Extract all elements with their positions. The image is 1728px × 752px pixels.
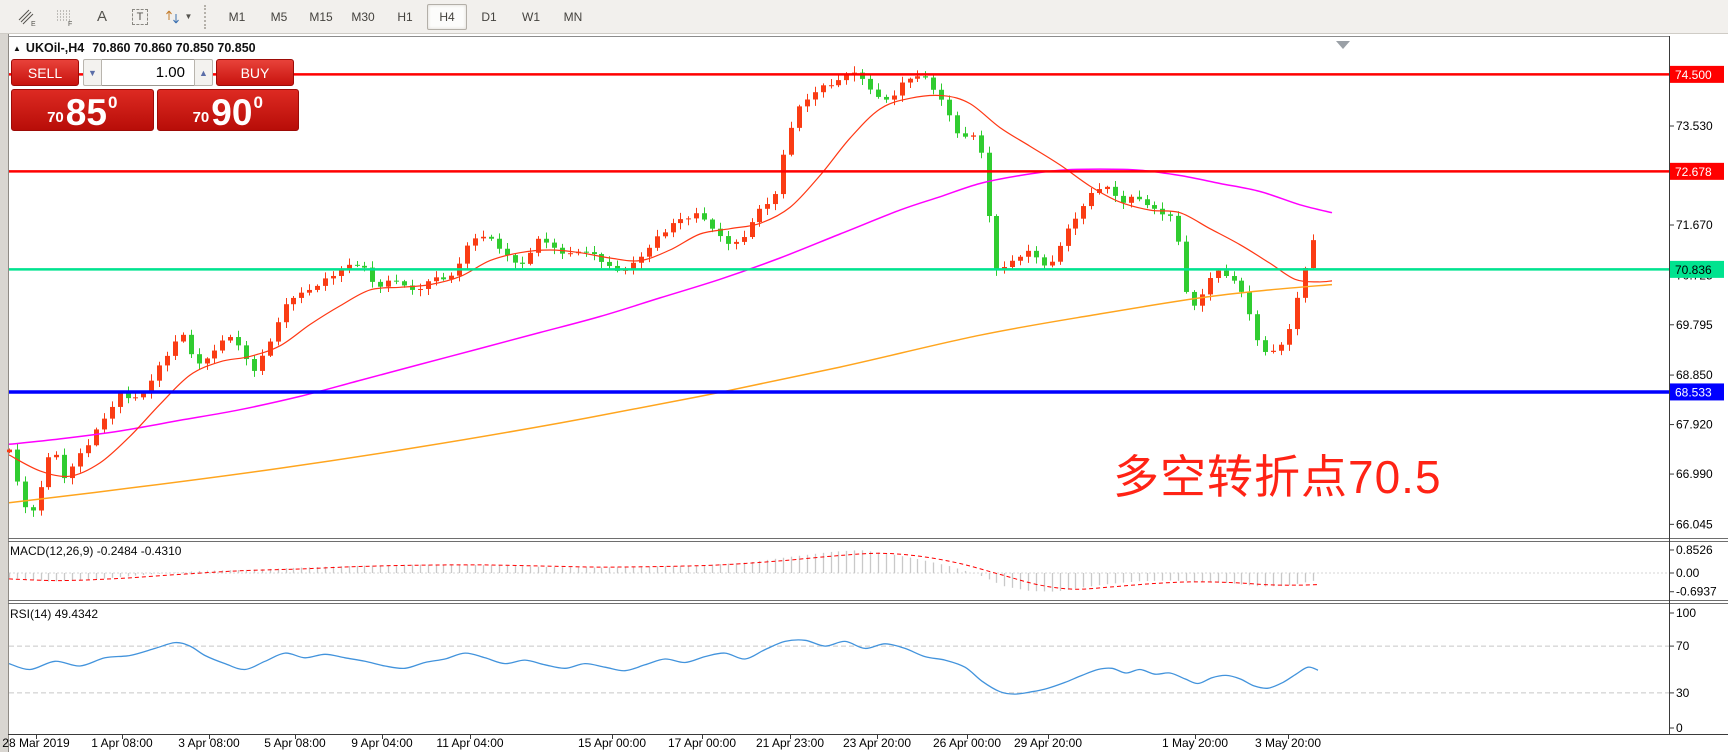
svg-text:66.990: 66.990 [1676,467,1713,481]
svg-text:29 Apr 20:00: 29 Apr 20:00 [1014,736,1082,750]
rsi-value: 49.4342 [54,607,99,621]
buy-button[interactable]: BUY [216,59,294,86]
chart-text-annotation: 多空转折点70.5 [1113,451,1442,503]
macd-label: MACD(12,26,9) -0.2484 -0.4310 [10,544,181,558]
buy-price-button[interactable]: 70 90 0 [156,89,299,133]
lot-decrease-button[interactable]: ▼ [83,59,102,86]
svg-text:69.795: 69.795 [1676,318,1713,332]
drawing-tools: E F A T ▼ [10,4,200,30]
symbol-period-label: UKOil-,H4 [25,41,85,55]
svg-text:F: F [68,21,72,27]
buy-price-pip-digit: 0 [253,93,263,112]
timeframe-button-m1[interactable]: M1 [228,9,246,24]
toolbar-separator [204,4,206,29]
rsi-label: RSI(14) 49.4342 [10,607,98,621]
svg-text:3 May 20:00: 3 May 20:00 [1255,736,1321,750]
svg-text:-0.6937: -0.6937 [1676,585,1717,599]
svg-text:28 Mar 2019: 28 Mar 2019 [2,736,70,750]
svg-text:21 Apr 23:00: 21 Apr 23:00 [756,736,824,750]
svg-text:68.533: 68.533 [1675,385,1712,399]
svg-text:E: E [31,21,36,27]
buy-price-big-digits: 90 [211,91,253,133]
svg-text:9 Apr 04:00: 9 Apr 04:00 [351,736,413,750]
collapse-triangle-icon[interactable]: ▲ [13,43,21,53]
timeframe-button-h4[interactable]: H4 [427,3,467,30]
sell-button[interactable]: SELL [11,59,79,86]
text-label-icon[interactable]: A [96,8,107,25]
timeframe-button-h1[interactable]: H1 [397,9,413,24]
svg-text:70: 70 [1676,639,1690,653]
svg-text:23 Apr 20:00: 23 Apr 20:00 [843,736,911,750]
buy-price-handle: 70 [192,109,210,126]
svg-text:68.850: 68.850 [1676,368,1713,382]
timeframe-buttons: M1 M5 M15 M30 H1 H4 D1 W1 MN [216,3,594,30]
sell-price-handle: 70 [47,109,64,126]
toolbar: E F A T ▼ M1 M5 M15 M30 H1 H4 D1 W1 MN [0,0,1728,34]
timeframe-button-m30[interactable]: M30 [351,9,375,24]
grid-tool-icon[interactable]: F [48,4,80,30]
svg-text:0.8526: 0.8526 [1676,543,1713,557]
sell-price-button[interactable]: 70 85 0 [11,89,154,131]
macd-name: MACD(12,26,9) [10,544,94,558]
svg-text:1 Apr 08:00: 1 Apr 08:00 [91,736,153,750]
svg-text:30: 30 [1676,686,1690,700]
svg-text:67.920: 67.920 [1676,418,1713,432]
ohlc-values: 70.860 70.860 70.850 70.850 [92,41,256,55]
svg-text:3 Apr 08:00: 3 Apr 08:00 [178,736,240,750]
sell-price-big-digits: 85 [65,91,107,133]
rsi-name: RSI(14) [10,607,52,621]
macd-values: -0.2484 -0.4310 [96,544,182,558]
svg-text:26 Apr 00:00: 26 Apr 00:00 [933,736,1001,750]
chart-title: ▲ UKOil-,H4 70.860 70.860 70.850 70.850 [13,41,256,55]
text-box-icon[interactable]: T [124,4,156,30]
sell-price-pip-digit: 0 [107,93,118,112]
svg-text:15 Apr 00:00: 15 Apr 00:00 [578,736,646,750]
timeframe-button-w1[interactable]: W1 [522,9,540,24]
timeframe-button-m15[interactable]: M15 [309,9,333,24]
svg-text:11 Apr 04:00: 11 Apr 04:00 [436,736,503,750]
lot-increase-button[interactable]: ▲ [194,59,213,86]
svg-text:0: 0 [1676,721,1683,735]
svg-text:17 Apr 00:00: 17 Apr 00:00 [668,736,736,750]
svg-text:1 May 20:00: 1 May 20:00 [1162,736,1228,750]
svg-text:5 Apr 08:00: 5 Apr 08:00 [264,736,326,750]
arrows-tool-icon[interactable]: ▼ [162,4,194,30]
svg-text:0.00: 0.00 [1676,566,1700,580]
one-click-trading-panel: SELL ▼ ▲ BUY 70 85 0 70 90 0 [11,59,299,131]
svg-text:71.670: 71.670 [1676,218,1713,232]
timeframe-button-m5[interactable]: M5 [270,9,288,24]
svg-text:66.045: 66.045 [1676,517,1713,531]
svg-text:73.530: 73.530 [1676,119,1713,133]
timeframe-button-mn[interactable]: MN [563,9,583,24]
lot-size-input[interactable] [102,59,194,86]
svg-text:100: 100 [1676,606,1696,620]
draw-tool-icon[interactable]: E [10,4,42,30]
svg-text:70.836: 70.836 [1675,263,1712,277]
svg-text:72.678: 72.678 [1675,165,1712,179]
svg-text:74.500: 74.500 [1675,68,1712,82]
timeframe-button-d1[interactable]: D1 [481,9,497,24]
